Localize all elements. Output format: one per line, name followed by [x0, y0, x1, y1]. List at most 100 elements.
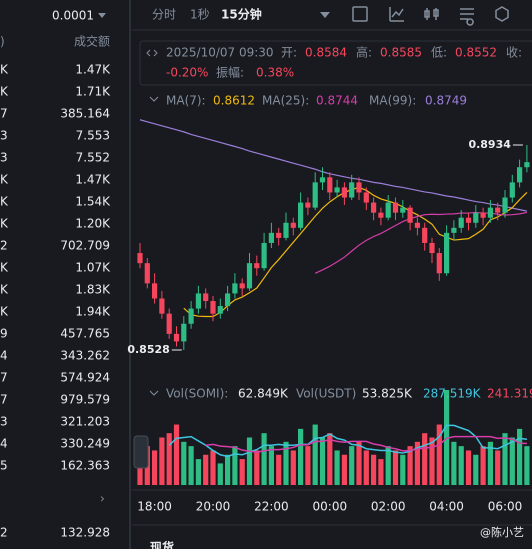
volume-bar — [422, 433, 428, 485]
info-label: 高: — [356, 45, 372, 60]
row-cell: K — [0, 261, 9, 275]
vol-value: 62.849K — [238, 387, 289, 401]
row-value: 1.94K — [75, 305, 111, 319]
scroll-handle[interactable] — [133, 435, 149, 469]
candle-body — [392, 202, 399, 213]
candle-body — [436, 253, 442, 274]
ma7-line — [183, 186, 528, 318]
candle-body — [429, 242, 435, 254]
candle-body — [232, 283, 238, 294]
tool-icon[interactable] — [352, 6, 368, 22]
precision-select[interactable]: 0.0001 — [52, 9, 94, 23]
ma-label: MA(99): — [369, 94, 416, 108]
info-value: 0.8584 — [305, 46, 347, 60]
vol-value: 53.825K — [362, 387, 413, 401]
bottom-tab[interactable]: 现货 — [150, 540, 174, 549]
volume-bar — [341, 454, 347, 485]
column-header: ) — [0, 35, 5, 49]
collapse-icon[interactable] — [149, 390, 159, 396]
volume-bar — [283, 441, 289, 485]
vol-label: Vol(USDT) — [296, 387, 356, 401]
row-value: 321.203 — [60, 415, 110, 429]
volume-bar — [239, 459, 245, 485]
row-cell: 7 — [0, 107, 8, 121]
candle-body — [195, 293, 201, 309]
volume-bar — [414, 441, 420, 485]
volume-bar — [137, 459, 143, 485]
info-time: 2025/10/07 09:30 — [166, 46, 274, 60]
tab[interactable]: 分时 — [152, 8, 176, 22]
row-value: 1.71K — [75, 85, 111, 99]
row-cell: 3 — [0, 415, 8, 429]
volume-bar — [203, 454, 209, 485]
candle-body — [246, 263, 253, 289]
candle-body — [451, 227, 457, 233]
volume-bar — [436, 424, 442, 485]
volume-bar — [444, 390, 450, 485]
collapse-icon[interactable] — [146, 49, 158, 57]
candle-body — [217, 306, 223, 314]
candle-body — [319, 177, 326, 183]
tool-icon[interactable] — [495, 6, 509, 22]
volume-bar — [166, 433, 172, 485]
info-box — [139, 40, 532, 86]
volume-bar — [378, 459, 384, 485]
info-value: -0.20% — [166, 66, 208, 80]
row-value: 132.928 — [60, 526, 110, 540]
vol-label: Vol(SOMI): — [166, 387, 228, 401]
row-cell: 7 — [0, 393, 8, 407]
volume-bar — [473, 454, 479, 485]
row-cell: K — [0, 63, 9, 77]
info-value: 0.8552 — [455, 46, 497, 60]
x-tick-label: 18:00 — [137, 500, 172, 514]
volume-bar — [429, 437, 435, 485]
candle-body — [152, 283, 158, 299]
collapse-icon[interactable] — [149, 96, 159, 102]
info-label: 振幅: — [216, 65, 244, 80]
row-value: 979.579 — [60, 393, 110, 407]
volume-bar — [305, 446, 311, 485]
candle-body — [327, 177, 333, 193]
watermark: @陈小艺 — [480, 525, 524, 539]
ma-value: 0.8612 — [213, 94, 255, 108]
x-tick-label: 00:00 — [313, 500, 348, 514]
volume-bar — [188, 446, 194, 485]
row-cell: K — [0, 217, 9, 231]
tab[interactable]: 1秒 — [190, 8, 210, 22]
ma-label: MA(25): — [262, 94, 309, 108]
candle-body — [173, 333, 180, 342]
candle-body — [356, 182, 362, 193]
tool-icon[interactable] — [460, 8, 474, 26]
candle-body — [305, 202, 311, 208]
candle-body — [312, 182, 318, 208]
column-header: 成交额 — [74, 34, 110, 49]
info-value: 0.38% — [256, 66, 294, 80]
more-arrow[interactable]: › — [100, 492, 105, 506]
info-label: 开: — [281, 46, 297, 60]
row-value: 1.07K — [75, 261, 111, 275]
row-value: 1.20K — [75, 217, 111, 231]
row-cell: K — [0, 195, 9, 209]
tool-icon[interactable] — [389, 7, 404, 22]
candle-body — [407, 207, 413, 223]
volume-bar — [152, 450, 158, 485]
dropdown-icon[interactable] — [320, 12, 330, 18]
row-value: 702.709 — [60, 239, 110, 253]
candle-body — [225, 293, 231, 307]
candle-body — [159, 298, 165, 314]
candle-body — [371, 202, 377, 213]
candle-body — [349, 182, 355, 198]
volume-bar — [319, 437, 326, 485]
volume-bar — [524, 446, 530, 485]
volume-bar — [334, 450, 340, 485]
info-label: 低: — [431, 46, 447, 60]
volume-bar — [371, 454, 377, 485]
vol-value: 241.319 — [487, 387, 532, 401]
tool-icon[interactable] — [424, 8, 439, 20]
candle-body — [137, 253, 143, 264]
tab-active[interactable]: 15分钟 — [221, 7, 262, 22]
volume-bar — [246, 437, 253, 485]
row-value: 1.47K — [75, 63, 111, 77]
candle-body — [290, 222, 296, 228]
volume-bar — [261, 433, 267, 485]
